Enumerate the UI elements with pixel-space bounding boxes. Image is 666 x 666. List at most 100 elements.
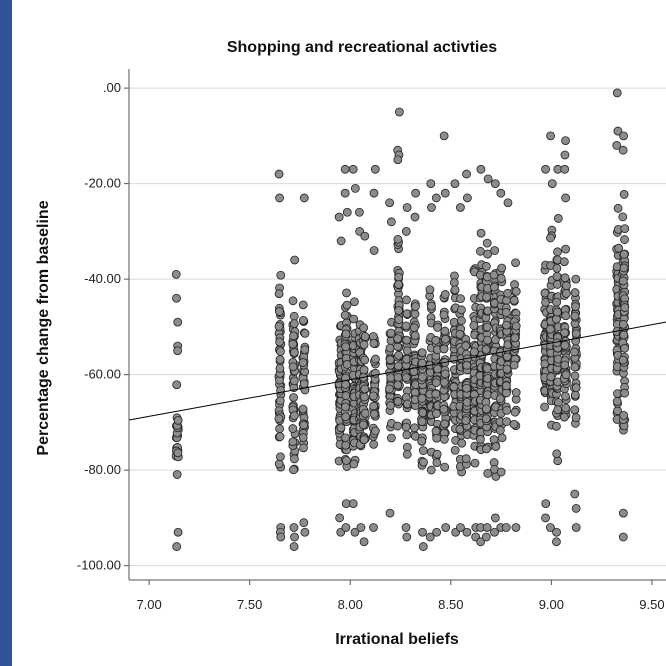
data-point (401, 226, 411, 236)
data-point (553, 405, 563, 415)
data-point (173, 448, 183, 458)
data-point (401, 321, 411, 331)
data-point (482, 364, 492, 374)
data-point (509, 295, 519, 305)
data-point (173, 317, 183, 327)
data-point (432, 527, 442, 537)
data-point (490, 527, 499, 537)
data-point (360, 392, 369, 402)
data-point (385, 508, 395, 518)
data-point (336, 236, 346, 246)
data-point (298, 300, 308, 310)
data-point (439, 377, 449, 387)
data-point (172, 470, 182, 479)
y-tick-label: -100.00 (77, 558, 121, 573)
data-point (560, 164, 570, 174)
data-point (619, 190, 629, 199)
data-point (432, 409, 441, 419)
data-point (503, 198, 513, 208)
data-point (561, 289, 571, 298)
data-point (289, 331, 298, 341)
data-point (618, 319, 628, 329)
data-point (358, 420, 368, 430)
data-point (511, 258, 520, 268)
chart-panel: Shopping and recreational activties .00 -… (12, 0, 666, 666)
data-point (462, 360, 472, 370)
data-point (410, 331, 420, 340)
data-point (560, 150, 570, 160)
data-point (462, 193, 472, 203)
data-point (612, 141, 622, 150)
data-point (274, 169, 284, 179)
data-point (371, 354, 380, 364)
data-point (571, 413, 581, 423)
data-point (173, 415, 183, 425)
data-point (275, 396, 285, 406)
data-point (410, 309, 420, 319)
data-point (360, 231, 370, 241)
data-point (618, 212, 628, 222)
data-point (496, 274, 506, 283)
data-point (552, 421, 561, 431)
data-point (299, 420, 309, 430)
data-point (490, 179, 500, 189)
data-point (620, 388, 630, 398)
data-point (289, 311, 299, 321)
y-tick-label: -60.00 (84, 367, 121, 382)
data-point (439, 404, 449, 414)
data-point (483, 249, 493, 259)
data-point (360, 332, 370, 341)
data-point (490, 246, 500, 255)
data-point (426, 179, 436, 189)
data-point (298, 358, 308, 367)
data-point (275, 193, 284, 203)
data-point (490, 513, 500, 523)
data-point (440, 462, 450, 472)
data-point (450, 445, 460, 455)
data-point (431, 378, 441, 388)
data-point (289, 411, 299, 421)
x-tick-label: 9.00 (539, 597, 564, 612)
data-point (410, 212, 420, 222)
data-point (510, 333, 520, 343)
data-point (619, 249, 629, 259)
data-point (541, 499, 551, 508)
data-point (418, 527, 427, 537)
data-point (370, 426, 380, 436)
data-point (502, 364, 512, 374)
data-point (509, 419, 519, 429)
data-point (402, 203, 412, 212)
data-point (275, 355, 285, 364)
data-point (457, 316, 466, 326)
data-point (476, 537, 486, 547)
data-point (355, 207, 364, 217)
data-point (393, 421, 402, 431)
data-point (618, 508, 628, 518)
data-point (386, 328, 396, 338)
data-point (300, 328, 310, 338)
data-point (620, 303, 630, 312)
data-point (502, 320, 511, 330)
scatter-chart: Shopping and recreational activties .00 -… (35, 39, 666, 648)
data-point (348, 164, 358, 174)
data-point (612, 397, 622, 406)
data-point (289, 393, 298, 402)
data-point (288, 424, 298, 433)
data-point (401, 523, 411, 532)
data-point (509, 360, 519, 370)
data-point (432, 449, 442, 459)
data-point (510, 407, 520, 417)
data-point (561, 244, 571, 254)
data-point (349, 459, 359, 469)
data-point (356, 523, 366, 532)
data-point (369, 188, 379, 198)
data-point (341, 380, 350, 389)
data-point (497, 263, 507, 273)
data-point (540, 402, 550, 412)
data-point (401, 422, 411, 432)
data-point (393, 234, 403, 244)
data-point (393, 361, 403, 371)
data-point (274, 289, 284, 299)
data-point (559, 412, 569, 422)
data-point (369, 439, 379, 449)
